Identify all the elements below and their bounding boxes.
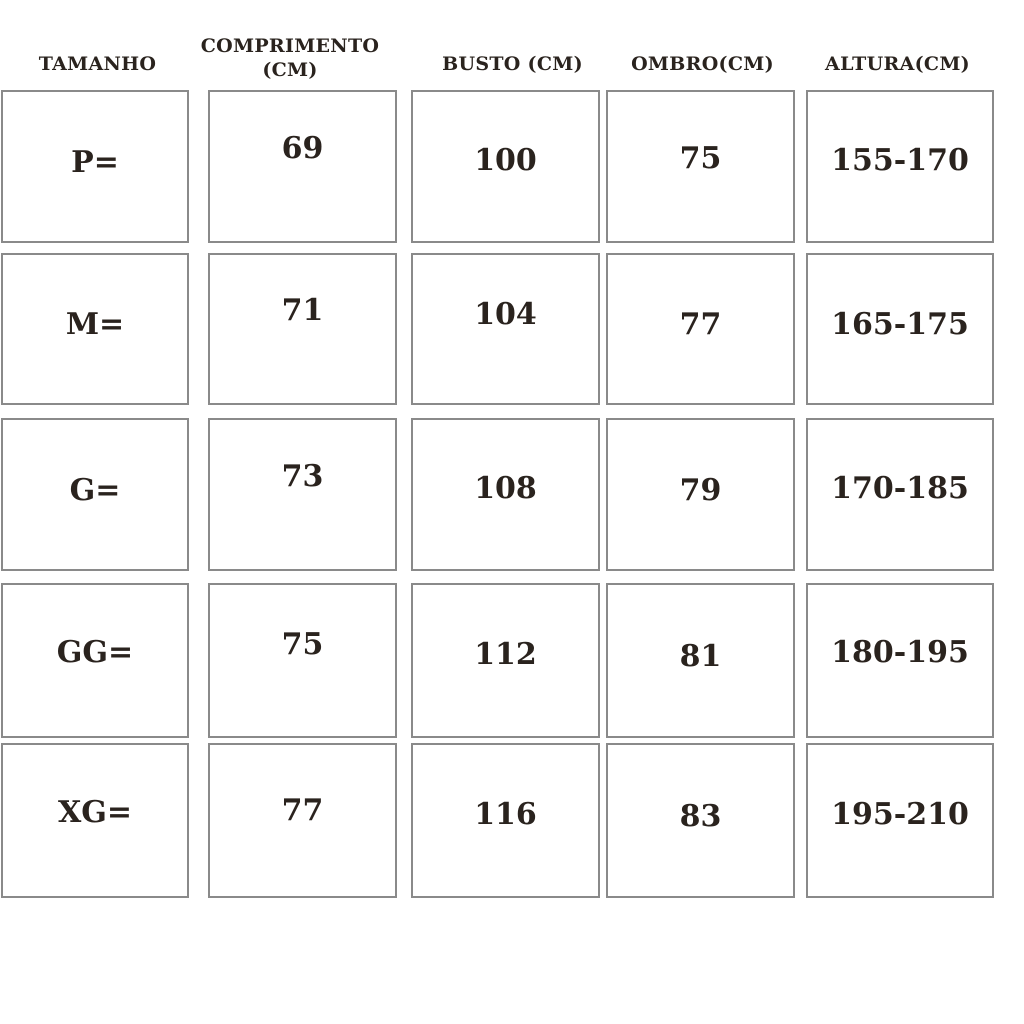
cell-value: 75 xyxy=(679,140,722,176)
cell-value: 75 xyxy=(281,626,324,662)
header-altura: ALTURA(CM) xyxy=(825,53,970,75)
cell-busto: 116 xyxy=(411,743,600,898)
cell-altura: 180-195 xyxy=(806,583,994,738)
cell-value: 73 xyxy=(281,458,324,494)
cell-value: 155-170 xyxy=(831,142,969,178)
cell-value: 79 xyxy=(679,472,722,508)
cell-value: XG= xyxy=(57,794,133,830)
cell-ombro: 81 xyxy=(606,583,795,738)
header-ombro: OMBRO(CM) xyxy=(631,53,774,75)
header-busto: BUSTO (CM) xyxy=(442,53,583,75)
cell-size: M= xyxy=(1,253,189,405)
cell-value: 81 xyxy=(679,638,722,674)
cell-comprimento: 69 xyxy=(208,90,397,243)
cell-comprimento: 75 xyxy=(208,583,397,738)
cell-altura: 195-210 xyxy=(806,743,994,898)
cell-value: 77 xyxy=(679,307,722,342)
cell-comprimento: 77 xyxy=(208,743,397,898)
cell-altura: 155-170 xyxy=(806,90,994,243)
cell-value: 100 xyxy=(474,142,537,178)
cell-value: GG= xyxy=(56,634,134,670)
cell-ombro: 77 xyxy=(606,253,795,405)
cell-ombro: 79 xyxy=(606,418,795,571)
cell-size: GG= xyxy=(1,583,189,738)
cell-value: G= xyxy=(69,472,121,508)
header-tamanho: TAMANHO xyxy=(38,53,157,75)
cell-busto: 100 xyxy=(411,90,600,243)
cell-busto: 112 xyxy=(411,583,600,738)
cell-size: P= xyxy=(1,90,189,243)
cell-value: 116 xyxy=(474,796,537,832)
cell-value: 180-195 xyxy=(831,634,969,670)
cell-altura: 170-185 xyxy=(806,418,994,571)
cell-ombro: 83 xyxy=(606,743,795,898)
cell-busto: 104 xyxy=(411,253,600,405)
cell-comprimento: 71 xyxy=(208,253,397,405)
cell-size: XG= xyxy=(1,743,189,898)
cell-busto: 108 xyxy=(411,418,600,571)
header-comprimento: COMPRIMENTO (CM) xyxy=(190,34,390,82)
cell-value: 83 xyxy=(679,798,722,834)
header-comprimento-line2: (CM) xyxy=(262,59,318,81)
cell-value: 195-210 xyxy=(831,796,969,832)
cell-value: P= xyxy=(71,144,119,180)
cell-value: 108 xyxy=(474,470,537,506)
cell-altura: 165-175 xyxy=(806,253,994,405)
header-comprimento-line1: COMPRIMENTO xyxy=(200,35,380,57)
cell-value: M= xyxy=(65,307,125,342)
cell-value: 71 xyxy=(281,293,324,328)
cell-value: 69 xyxy=(281,130,324,166)
cell-value: 112 xyxy=(474,636,537,672)
cell-comprimento: 73 xyxy=(208,418,397,571)
cell-ombro: 75 xyxy=(606,90,795,243)
cell-value: 170-185 xyxy=(831,470,969,506)
cell-size: G= xyxy=(1,418,189,571)
cell-value: 77 xyxy=(281,792,324,828)
cell-value: 165-175 xyxy=(831,307,969,342)
cell-value: 104 xyxy=(474,297,537,332)
